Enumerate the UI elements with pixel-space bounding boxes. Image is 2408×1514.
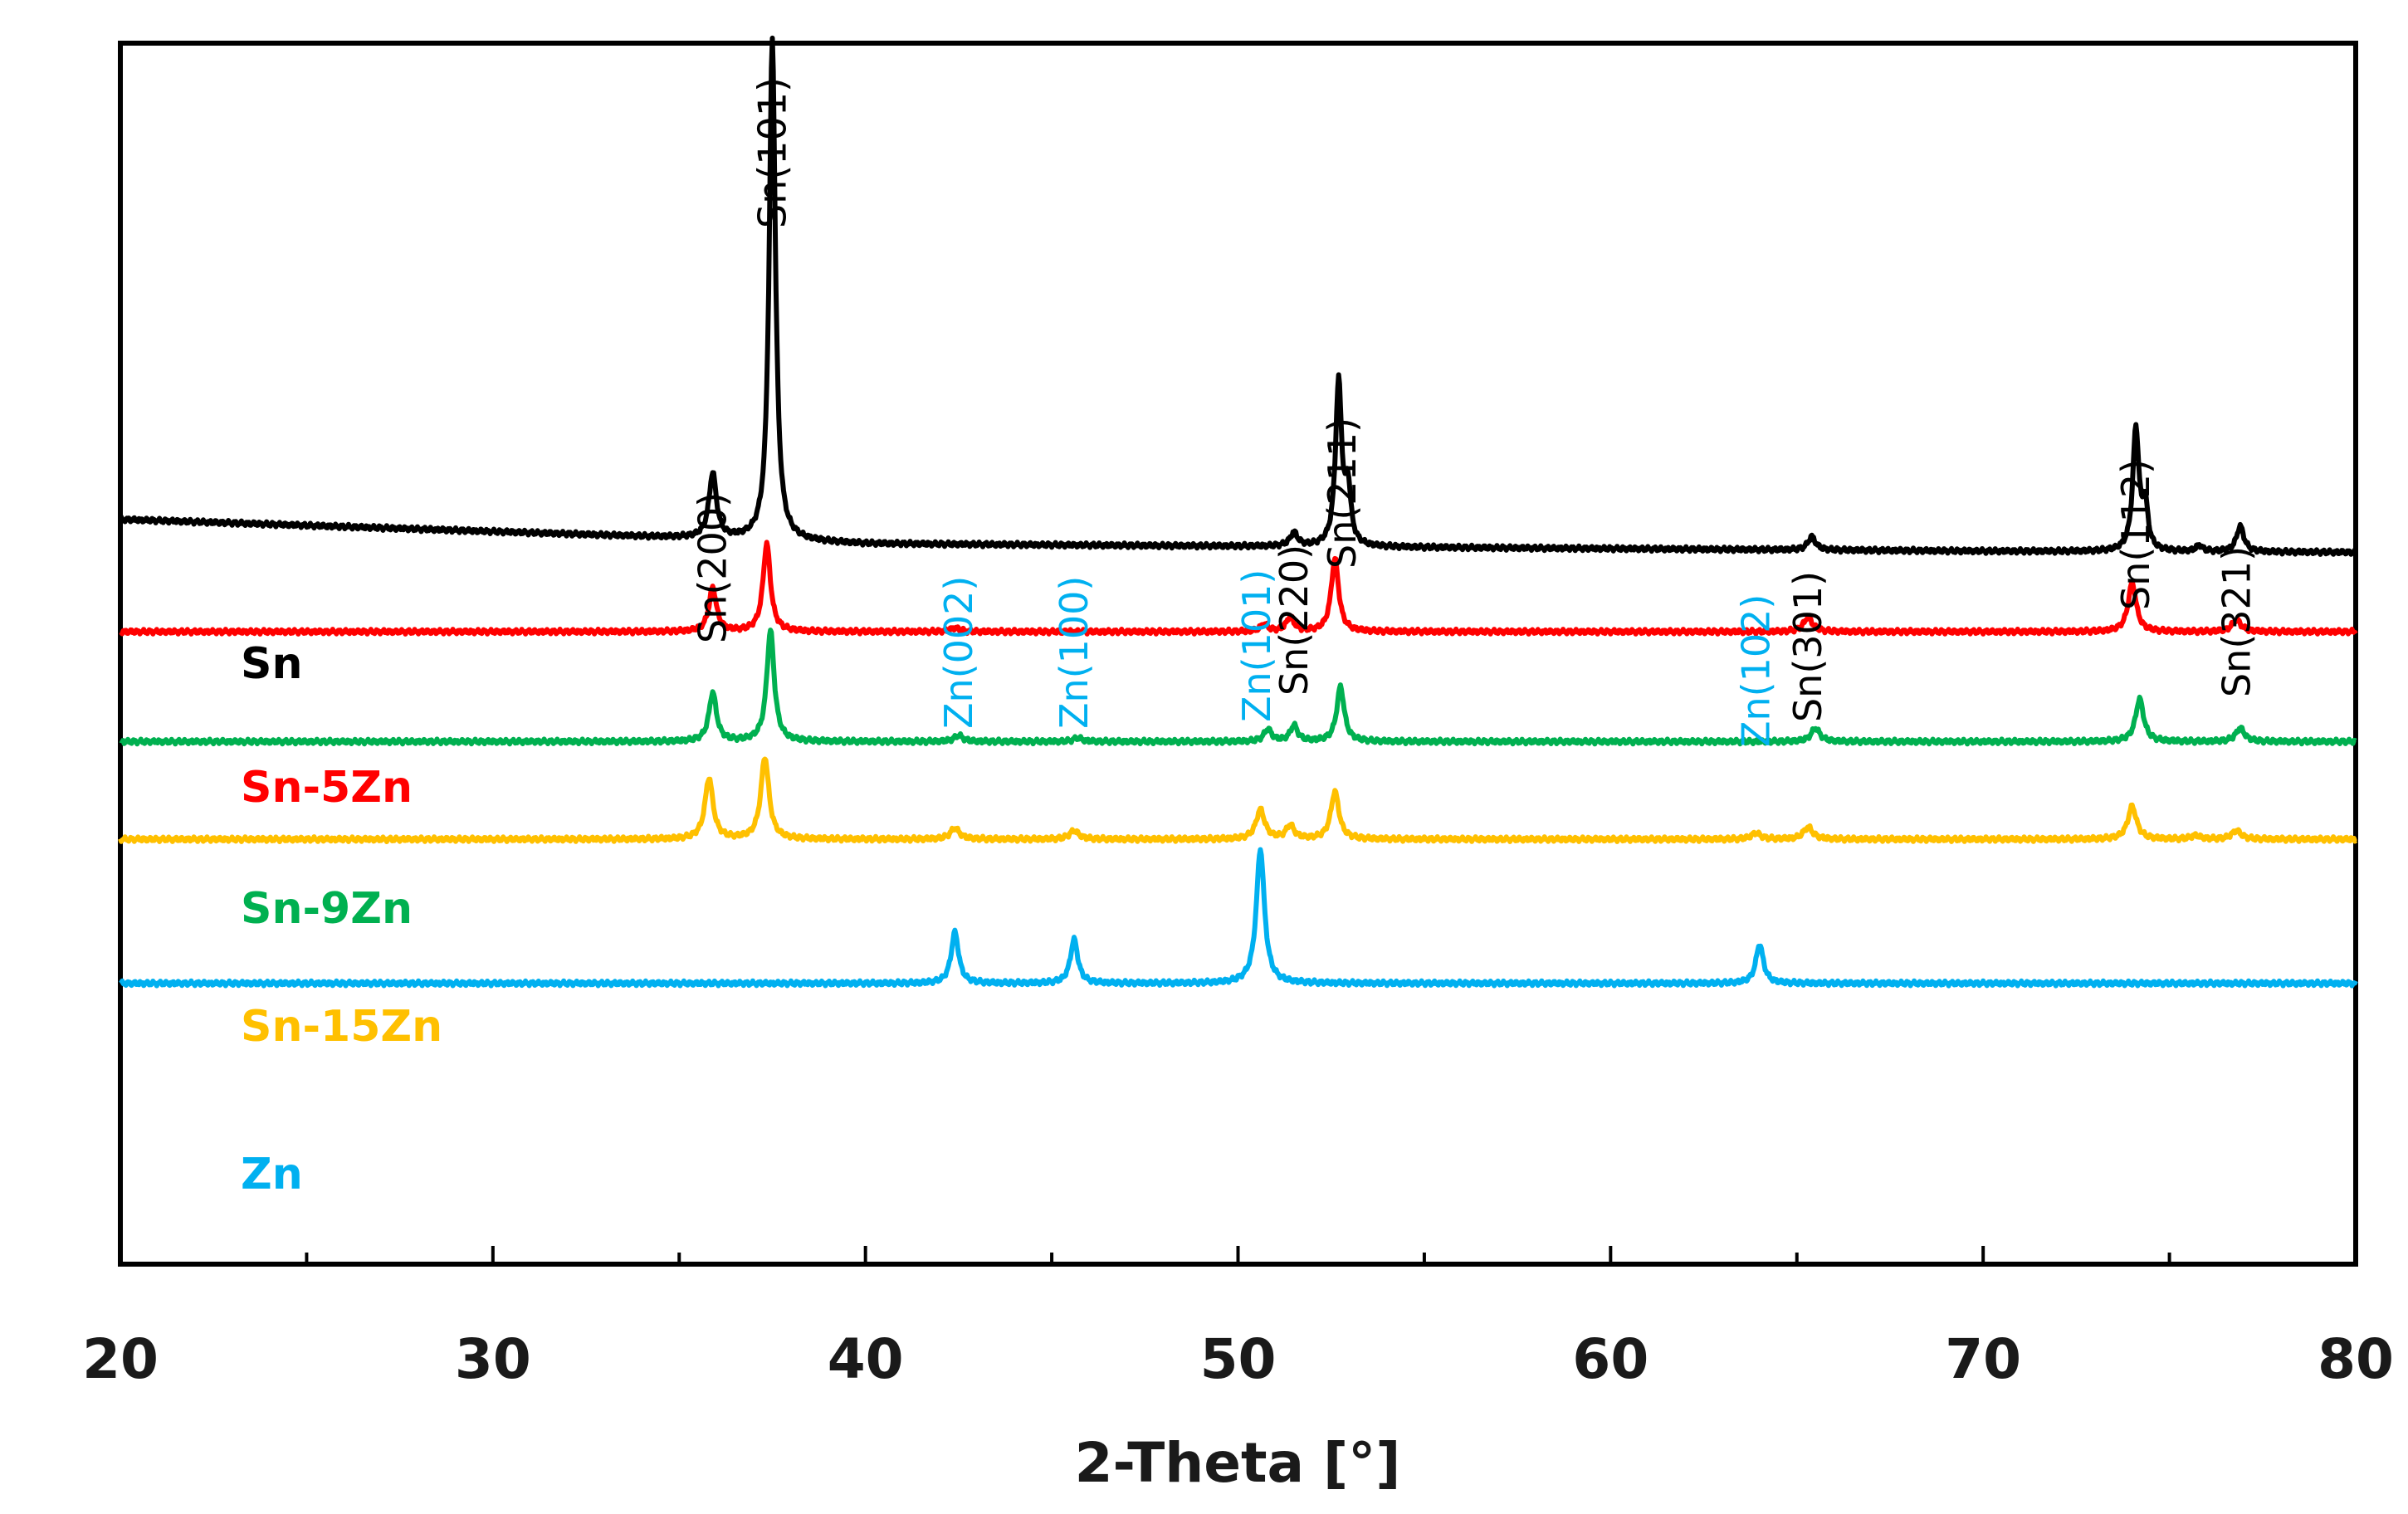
peak-label-zn101: Zn(101) [1234, 569, 1279, 722]
x-axis-title: 2-Theta [°] [1075, 1431, 1401, 1495]
x-axis-tick-labels: 20 30 40 50 60 70 80 [82, 1327, 2394, 1391]
series-label-sn: Sn [241, 639, 302, 689]
series-lines [118, 35, 2358, 989]
series-line-sn-9zn [119, 628, 2357, 747]
series-label-zn: Zn [241, 1150, 303, 1199]
x-axis-ticks [119, 1246, 2357, 1264]
peak-label-sn220: Sn(220) [1272, 545, 1316, 696]
series-line-sn [118, 35, 2358, 557]
x-tick-label-20: 20 [82, 1327, 159, 1391]
series-line-sn-5zn [119, 540, 2358, 637]
peak-label-sn101: Sn(101) [750, 77, 794, 228]
x-tick-label-50: 50 [1200, 1327, 1277, 1391]
series-label-sn-9zn: Sn-9Zn [241, 884, 413, 934]
x-tick-label-80: 80 [2318, 1327, 2394, 1391]
series-label-sn-15zn: Sn-15Zn [241, 1002, 442, 1052]
peak-label-sn211: Sn(211) [1320, 418, 1365, 569]
peak-label-sn321: Sn(321) [2214, 546, 2259, 697]
peak-label-sn200: Sn(200) [691, 492, 735, 643]
x-tick-label-30: 30 [455, 1327, 531, 1391]
series-line-sn-15zn [118, 756, 2358, 844]
peak-label-zn100: Zn(100) [1052, 576, 1097, 729]
peak-label-sn301: Sn(301) [1785, 571, 1830, 722]
x-tick-label-40: 40 [828, 1327, 904, 1391]
x-tick-label-60: 60 [1572, 1327, 1648, 1391]
peak-label-sn112: Sn(112) [2113, 459, 2158, 610]
x-tick-label-70: 70 [1945, 1327, 2021, 1391]
peak-label-zn002: Zn(002) [936, 576, 981, 729]
peak-annotations: Sn(200) Sn(101) Zn(002) Zn(100) Zn(101)Sn(22… [691, 77, 2259, 747]
series-label-sn-5zn: Sn-5Zn [241, 763, 413, 813]
peak-label-zn102: Zn(102) [1733, 594, 1778, 747]
series-line-zn [119, 847, 2358, 989]
series-labels: Sn Sn-5Zn Sn-9Zn Sn-15Zn Zn [241, 639, 442, 1199]
